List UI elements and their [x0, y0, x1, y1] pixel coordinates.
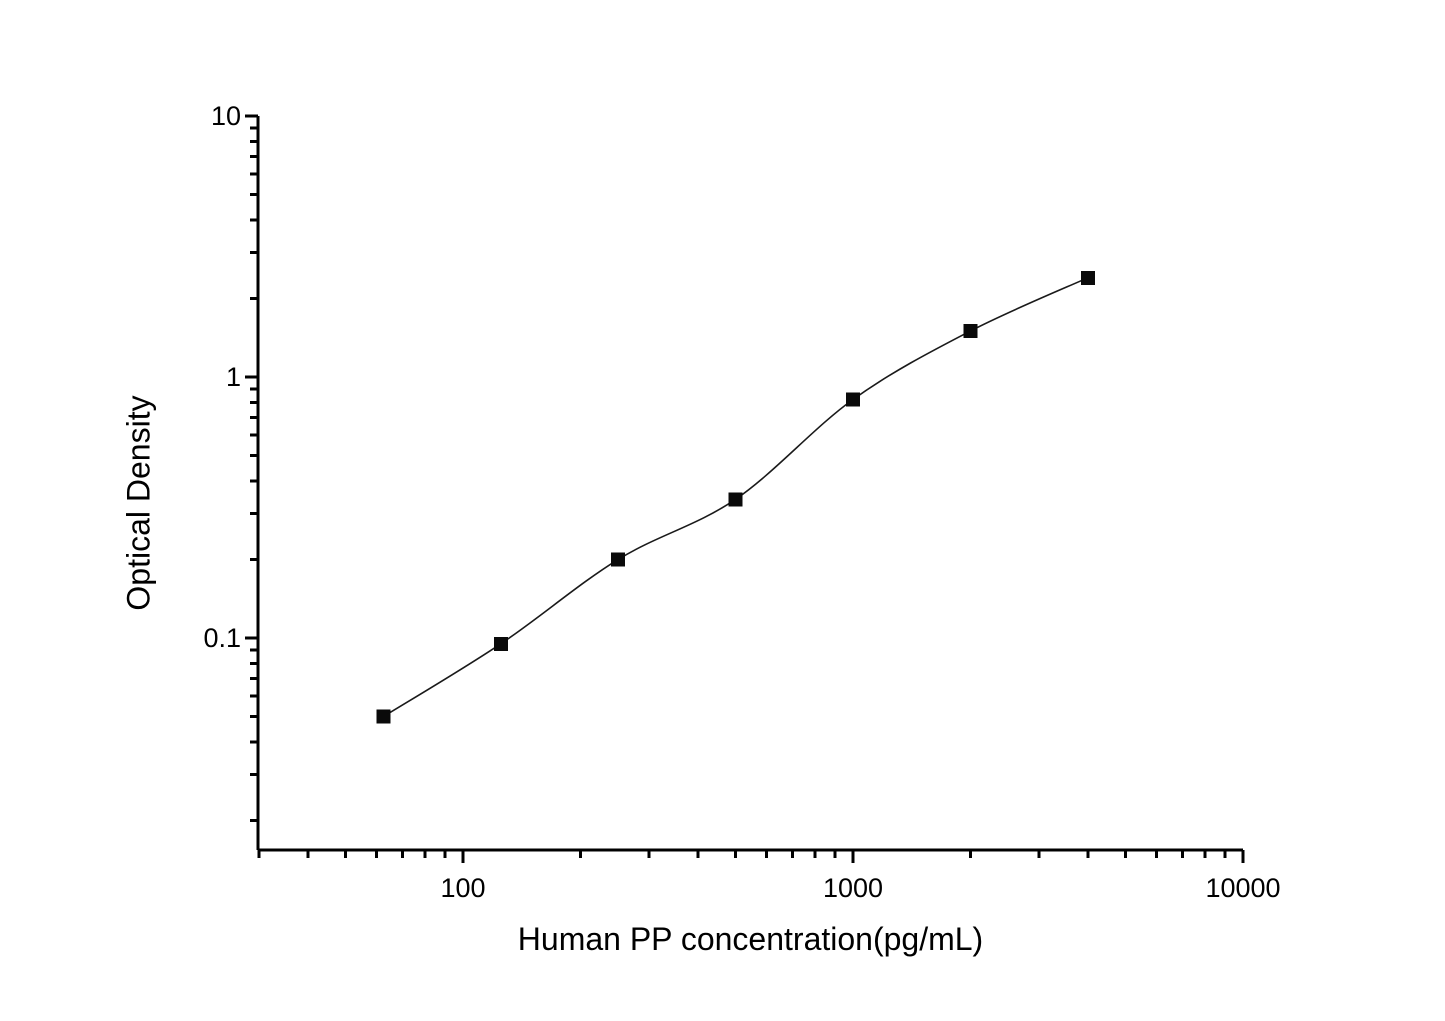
y-axis-tick-label: 0.1: [203, 623, 241, 653]
x-axis-tick-label: 100: [440, 873, 485, 903]
x-axis-title: Human PP concentration(pg/mL): [517, 921, 984, 957]
y-axis-title: Optical Density: [120, 395, 157, 611]
data-point-marker: [963, 324, 978, 339]
data-point-marker: [376, 709, 391, 724]
data-point-marker: [611, 552, 626, 567]
data-point-marker: [728, 492, 743, 507]
y-axis-tick-label: 1: [226, 362, 241, 392]
data-point-marker: [493, 636, 508, 651]
data-point-marker: [1080, 270, 1095, 285]
x-axis-tick-label: 1000: [823, 873, 883, 903]
y-axis-tick-label: 10: [211, 101, 241, 131]
x-axis-tick-label: 10000: [1205, 873, 1280, 903]
data-point-marker: [846, 392, 860, 407]
